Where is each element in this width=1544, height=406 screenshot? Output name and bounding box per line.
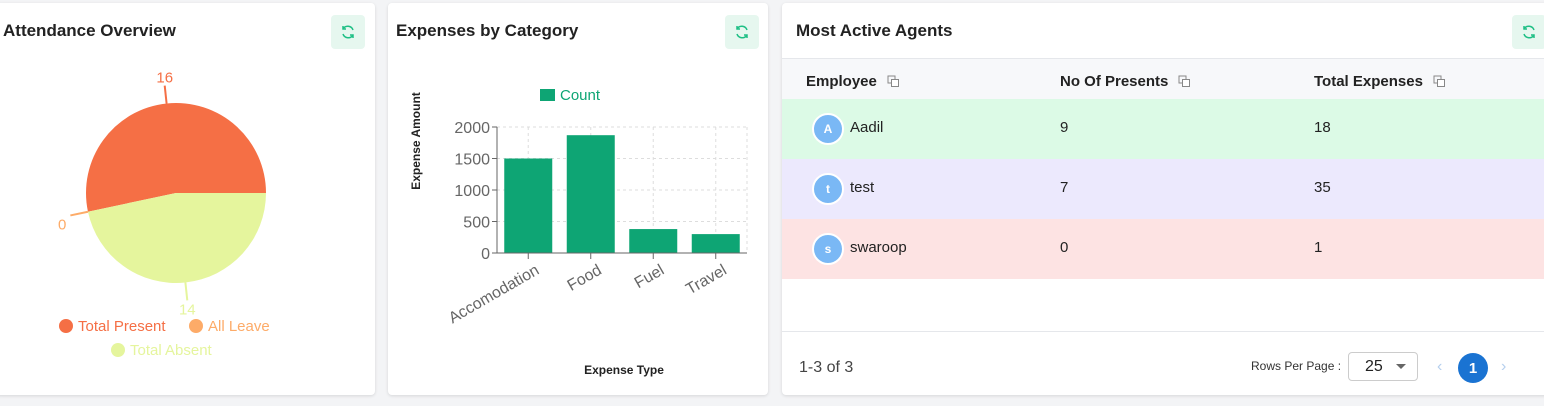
column-header-label: No Of Presents (1060, 73, 1169, 90)
y-tick-label: 1500 (454, 152, 490, 169)
legend-marker (111, 343, 125, 357)
legend-label: Total Absent (130, 342, 213, 359)
y-tick-label: 0 (481, 246, 490, 263)
x-tick-label: Accomodation (446, 262, 542, 327)
presents-count: 7 (1060, 179, 1069, 196)
pie-data-label: 16 (156, 70, 173, 87)
refresh-icon (342, 25, 354, 39)
x-tick-label: Food (565, 262, 605, 295)
attendance-pie-chart: 16 0 14 Total Present All Leave Total Absent (58, 70, 270, 359)
refresh-icon (1523, 25, 1535, 39)
footer-divider (782, 331, 1544, 332)
table-row[interactable]: t test 7 35 (782, 159, 1544, 219)
attendance-refresh-button[interactable] (331, 15, 365, 49)
column-header-label: Total Expenses (1314, 73, 1423, 90)
employee-name: test (850, 179, 875, 196)
agents-card: Most Active Agents Employee No Of Present… (782, 3, 1544, 395)
column-header-2: Total Expenses (1314, 73, 1446, 90)
table-header (782, 58, 1544, 99)
legend-label: Count (560, 87, 601, 104)
table-row[interactable]: A Aadil 9 18 (782, 99, 1544, 159)
x-axis-title: Expense Type (584, 363, 664, 377)
y-tick-label: 500 (463, 215, 490, 232)
copy-icon[interactable] (1178, 75, 1191, 88)
x-tick-label: Fuel (632, 262, 667, 292)
agents-title: Most Active Agents (796, 21, 953, 40)
y-axis-title: Expense Amount (409, 92, 423, 190)
total-expenses: 1 (1314, 239, 1323, 256)
legend-marker (59, 319, 73, 333)
column-header-1: No Of Presents (1060, 73, 1191, 90)
page-1-button[interactable]: 1 (1458, 353, 1488, 383)
rows-per-page-select[interactable]: 25 (1348, 352, 1418, 381)
pie-label-line (184, 282, 189, 301)
column-header-0: Employee (806, 73, 900, 90)
rows-per-page-value: 25 (1365, 357, 1383, 375)
pie-slice-total-absent (87, 193, 267, 283)
expenses-refresh-button[interactable] (725, 15, 759, 49)
total-expenses: 35 (1314, 179, 1331, 196)
pagination-range: 1-3 of 3 (799, 359, 854, 376)
employee-name: Aadil (850, 119, 884, 136)
agents-refresh-button[interactable] (1512, 15, 1544, 49)
y-tick-label: 1000 (454, 183, 490, 200)
rows-per-page-label: Rows Per Page : (1251, 359, 1342, 373)
legend-label: Total Present (78, 318, 166, 335)
presents-count: 9 (1060, 119, 1069, 136)
attendance-title: Attendance Overview (3, 21, 176, 40)
x-tick-label: Travel (683, 262, 729, 299)
copy-icon[interactable] (887, 75, 900, 88)
legend-marker (189, 319, 203, 333)
avatar: s (812, 233, 844, 265)
expenses-title: Expenses by Category (396, 21, 579, 40)
refresh-icon (736, 25, 748, 39)
legend-marker (540, 89, 555, 101)
presents-count: 0 (1060, 239, 1069, 256)
y-tick-label: 2000 (454, 120, 490, 137)
expenses-bar-chart: 0 500 1000 1500 2000 Accomodation Food Fuel Trav… (409, 87, 748, 377)
expenses-card: Expenses by Category 0 500 1000 1500 2000 Acc… (388, 3, 768, 395)
pie-label-line (163, 85, 168, 104)
attendance-card: Attendance Overview 16 0 14 Total Present Al… (0, 3, 375, 395)
table-row[interactable]: s swaroop 0 1 (782, 219, 1544, 279)
pie-data-label: 14 (179, 301, 196, 318)
bar-fuel (629, 229, 678, 253)
dropdown-arrow-icon (1395, 364, 1406, 369)
copy-icon[interactable] (1433, 75, 1446, 88)
pie-label-line (70, 210, 89, 217)
next-page-button[interactable]: › (1501, 358, 1507, 375)
column-header-label: Employee (806, 73, 877, 90)
bar-accomodation (504, 158, 553, 253)
pie-slice-total-present (86, 103, 266, 212)
total-expenses: 18 (1314, 119, 1331, 136)
avatar: A (812, 113, 844, 145)
avatar: t (812, 173, 844, 205)
legend-label: All Leave (208, 318, 270, 335)
bar-food (566, 135, 615, 253)
pie-data-label: 0 (58, 216, 66, 233)
employee-name: swaroop (850, 239, 907, 256)
prev-page-button[interactable]: ‹ (1437, 358, 1443, 375)
bar-travel (691, 234, 740, 253)
